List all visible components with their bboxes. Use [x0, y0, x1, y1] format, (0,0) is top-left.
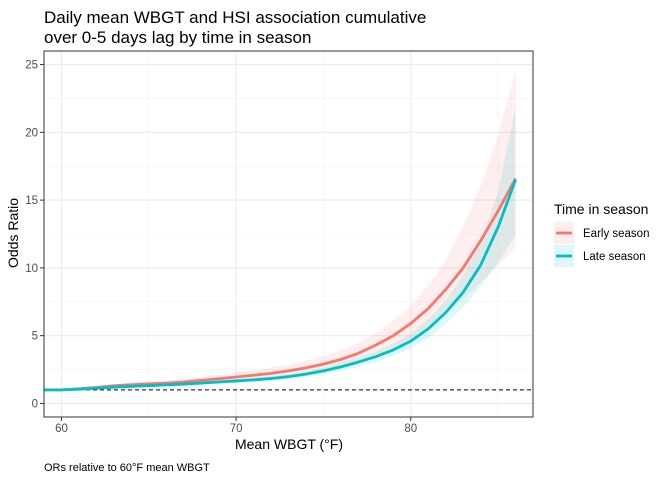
y-tick-label: 5	[32, 331, 38, 343]
series-line-early-season	[44, 177, 517, 392]
series-line-late-season	[44, 179, 517, 392]
x-tick-label: 70	[230, 423, 243, 435]
axis-ticks: 60 70 80 0 5 10 15 20 25	[25, 60, 417, 435]
y-tick-label: 20	[25, 127, 38, 139]
legend-items: Early season Late season	[554, 222, 649, 267]
y-axis-title: Odds Ratio	[5, 198, 21, 268]
legend-label: Late season	[583, 251, 646, 263]
x-axis-title: Mean WBGT (°F)	[235, 436, 343, 452]
y-tick-label: 0	[32, 398, 38, 410]
y-tick-label: 25	[25, 60, 38, 72]
legend-title: Time in season	[554, 201, 648, 217]
y-tick-label: 10	[25, 263, 38, 275]
chart-title-line-1: Daily mean WBGT and HSI association cumu…	[44, 8, 426, 27]
plot-panel-border	[43, 50, 534, 418]
legend-label: Early season	[583, 228, 649, 240]
confidence-band-late-season	[44, 107, 516, 391]
x-tick-label: 60	[55, 423, 68, 435]
y-tick-label: 15	[25, 195, 38, 207]
grid	[44, 51, 533, 417]
confidence-band-early-season	[44, 71, 516, 391]
chart-caption: ORs relative to 60°F mean WBGT	[44, 462, 210, 474]
series-lines	[44, 177, 517, 392]
confidence-bands	[44, 71, 516, 391]
chart-title-line-2: over 0-5 days lag by time in season	[44, 28, 311, 47]
x-tick-label: 80	[404, 423, 417, 435]
legend: Time in season Early season Late season	[554, 201, 649, 267]
